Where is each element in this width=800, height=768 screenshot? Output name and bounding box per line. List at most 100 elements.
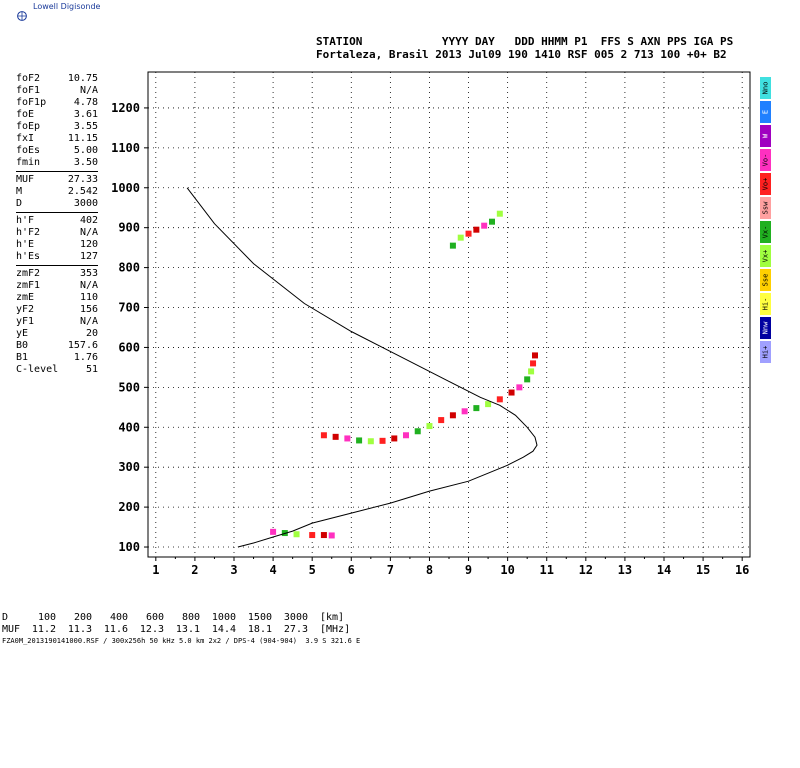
echo-trace-point: [508, 389, 515, 396]
param-row: h'E 120: [16, 239, 98, 251]
muf-cell: 13.1: [175, 624, 200, 635]
header-labels: STATION YYYY DAY DDD HHMM P1 FFS S AXN P…: [316, 35, 734, 48]
param-value: 120: [79, 239, 98, 250]
y-tick-label: 200: [118, 500, 140, 514]
x-tick-label: 12: [579, 563, 593, 577]
legend-swatch: Nno: [760, 77, 771, 99]
param-value: 10.75: [67, 73, 98, 84]
param-value: 5.00: [73, 145, 98, 156]
echo-trace-point: [332, 433, 339, 440]
distance-row: D 100 200 400 600 800 1000 1500 3000 [km…: [2, 612, 344, 624]
echo-trace-point: [270, 528, 277, 535]
echo-trace-point: [489, 218, 495, 225]
param-row: B0 157.6: [16, 340, 98, 352]
param-row: zmF1 N/A: [16, 280, 98, 292]
echo-trace-point: [344, 435, 351, 442]
echo-trace-point: [320, 432, 327, 439]
y-tick-label: 100: [118, 540, 140, 554]
y-tick-label: 1100: [111, 141, 140, 155]
y-tick-label: 400: [118, 420, 140, 434]
param-name: MUF: [16, 174, 35, 185]
scaled-parameters-panel: foF2 10.75 foF1 N/A foF1p 4.78 foE 3.61 foEp 3.55…: [16, 73, 98, 376]
x-tick-label: 7: [387, 563, 394, 577]
param-name: zmF1: [16, 280, 41, 291]
x-tick-label: 3: [230, 563, 237, 577]
muf-cell: 18.1: [247, 624, 272, 635]
echo-trace-point: [379, 437, 386, 444]
legend-swatch: Hi+: [760, 341, 771, 363]
plot-frame: [147, 71, 751, 558]
legend-swatch: Hi-: [760, 293, 771, 315]
x-tick-label: 14: [657, 563, 671, 577]
legend-label: Nno: [761, 81, 769, 95]
param-name: yE: [16, 328, 29, 339]
param-separator: [16, 265, 98, 266]
echo-trace-point: [293, 531, 300, 538]
param-name: foF2: [16, 73, 41, 84]
param-value: N/A: [79, 85, 98, 96]
x-tick-label: 13: [618, 563, 632, 577]
legend-swatch: Vx-: [760, 221, 771, 243]
muf-cell: 11.6: [103, 624, 128, 635]
echo-trace-point: [496, 210, 503, 217]
legend-label: Vx-: [761, 225, 769, 239]
electron-density-profile-curve: [186, 187, 538, 548]
param-name: h'E: [16, 239, 35, 250]
legend-label: Ssw: [761, 201, 769, 215]
param-row: zmF2 353: [16, 268, 98, 280]
distance-cell: 600: [145, 612, 164, 623]
distance-cell: 1000: [211, 612, 236, 623]
y-tick-label: 300: [118, 460, 140, 474]
param-name: C-level: [16, 364, 59, 375]
param-row: zmE 110: [16, 292, 98, 304]
param-value: 11.15: [67, 133, 98, 144]
param-row: yE 20: [16, 328, 98, 340]
muf-cell: 12.3: [139, 624, 164, 635]
echo-trace-point: [309, 532, 316, 539]
legend-swatch: Vo+: [760, 173, 771, 195]
distance-cell: 400: [109, 612, 128, 623]
param-name: zmF2: [16, 268, 41, 279]
distance-cell: 200: [73, 612, 92, 623]
param-value: 3.50: [73, 157, 98, 168]
param-row: foF1p 4.78: [16, 97, 98, 109]
muf-cell: 11.3: [67, 624, 92, 635]
muf-cell: 11.2: [31, 624, 56, 635]
x-tick-label: 6: [348, 563, 355, 577]
echo-trace-point: [496, 396, 503, 403]
echo-trace-point: [438, 417, 445, 424]
param-value: 1.76: [73, 352, 98, 363]
legend-label: Vo-: [761, 153, 769, 167]
x-tick-label: 16: [735, 563, 749, 577]
param-name: yF2: [16, 304, 35, 315]
distance-row-label: D: [2, 612, 9, 623]
echo-trace-point: [473, 226, 480, 233]
echo-trace-point: [473, 405, 480, 412]
param-name: M: [16, 186, 23, 197]
param-name: D: [16, 198, 23, 209]
param-value: 3000: [73, 198, 98, 209]
param-value: 2.542: [67, 186, 98, 197]
param-row: foF1 N/A: [16, 85, 98, 97]
param-name: foE: [16, 109, 35, 120]
legend-label: Vo+: [761, 177, 769, 191]
param-name: h'Es: [16, 251, 41, 262]
param-value: 27.33: [67, 174, 98, 185]
x-tick-label: 11: [540, 563, 554, 577]
echo-trace-point: [449, 242, 456, 249]
echo-trace-point: [457, 234, 464, 241]
param-value: N/A: [79, 280, 98, 291]
param-name: fxI: [16, 133, 35, 144]
legend-swatch: Vx+: [760, 245, 771, 267]
param-value: 51: [85, 364, 98, 375]
param-row: foEp 3.55: [16, 121, 98, 133]
y-tick-label: 800: [118, 261, 140, 275]
echo-trace-point: [528, 368, 535, 375]
muf-unit: [MHz]: [320, 624, 351, 635]
y-tick-label: 900: [118, 221, 140, 235]
echo-trace-point: [465, 230, 472, 237]
param-name: B1: [16, 352, 29, 363]
echo-trace-point: [485, 401, 492, 408]
distance-cell: 1500: [247, 612, 272, 623]
param-row: fxI 11.15: [16, 133, 98, 145]
